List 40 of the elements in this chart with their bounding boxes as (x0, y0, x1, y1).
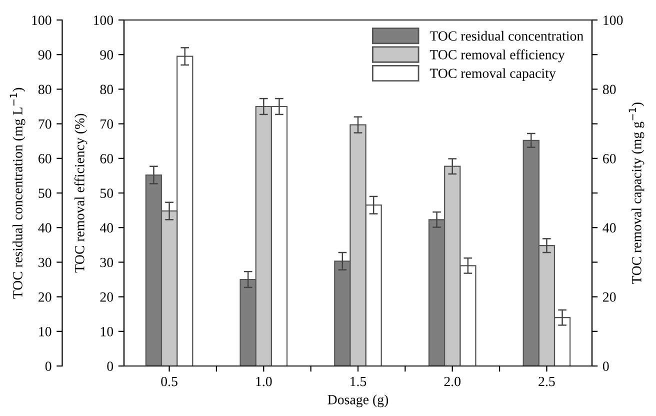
x-tick-label: 1.0 (256, 376, 272, 386)
y3-tick-label: 0 (45, 362, 52, 371)
y2-tick-label: 80 (602, 84, 616, 94)
y3-tick-label: 50 (38, 188, 52, 198)
y-tick-label: 30 (100, 258, 114, 268)
y-tick-label: 70 (100, 119, 114, 129)
y2-tick-label: 60 (603, 154, 616, 164)
y-tick-label: 20 (100, 292, 114, 302)
y2-tick-label: 0 (602, 362, 609, 371)
y-tick-label: 40 (100, 223, 114, 233)
x-tick-label: 0.5 (161, 376, 178, 386)
x-tick-label: 2.5 (538, 376, 555, 386)
y2-tick-label: 40 (602, 223, 616, 233)
y-tick-label: 100 (94, 16, 114, 25)
y-tick-label: 90 (100, 50, 114, 60)
y3-tick-label: 40 (38, 223, 52, 233)
y2-tick-label: 20 (603, 292, 616, 302)
y-tick-label: 80 (100, 84, 114, 94)
y3-tick-label: 30 (38, 258, 52, 268)
y3-axis-title: TOC residual concentration (mg L$^{−1}$) (10, 88, 26, 299)
y-tick-label: 10 (100, 326, 114, 336)
y-tick-label: 50 (100, 188, 114, 198)
y-tick-label: 60 (100, 154, 114, 164)
x-tick-label: 2.0 (444, 376, 461, 386)
y3-tick-label: 20 (38, 292, 52, 302)
x-axis-title: Dosage (g) (328, 394, 388, 408)
y3-tick-label: 10 (39, 326, 52, 336)
y3-tick-label: 70 (38, 119, 52, 129)
y-tick-label: 0 (107, 362, 114, 371)
legend-label: TOC removal capacity (430, 68, 556, 81)
x-tick-label: 1.5 (350, 376, 366, 386)
y3-tick-label: 100 (32, 16, 52, 25)
y3-tick-label: 90 (38, 50, 52, 60)
y3-tick-label: 80 (38, 84, 52, 94)
y2-tick-label: 100 (604, 16, 623, 25)
y-axis-title: TOC removal efficiency (%) (74, 114, 88, 273)
legend-label: TOC residual concentration (430, 30, 584, 41)
legend-label: TOC removal efficiency (430, 49, 565, 62)
y2-axis-title: TOC removal capacity (mg g$^{−1}$) (628, 102, 644, 284)
y3-tick-label: 60 (38, 154, 52, 164)
